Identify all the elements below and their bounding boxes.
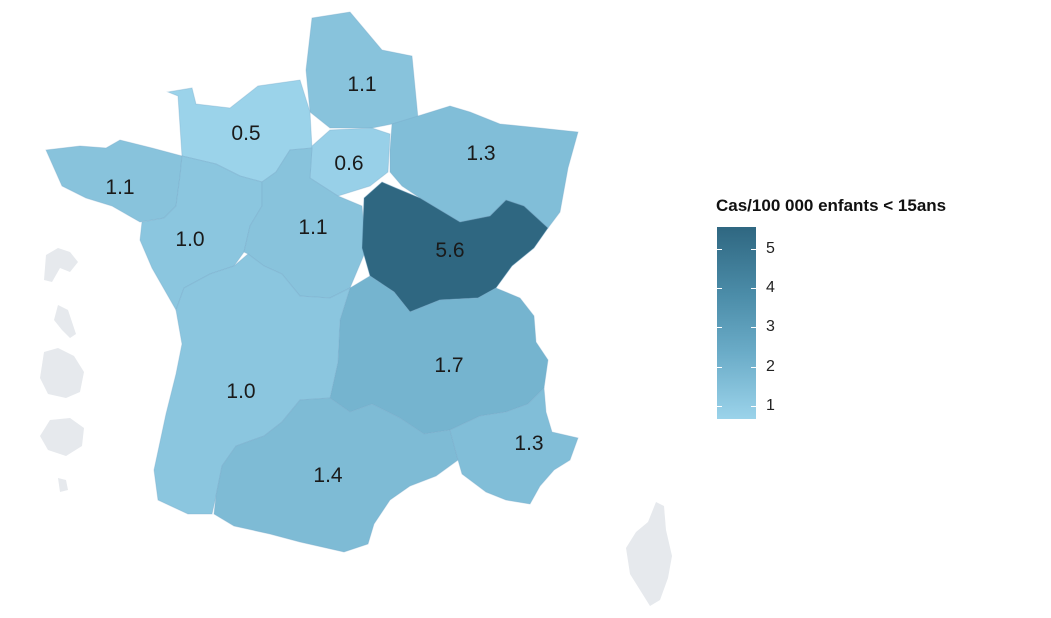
legend-tick-label: 2 (766, 358, 775, 375)
overseas-territory-martinique (54, 305, 76, 338)
legend-tick-label: 4 (766, 279, 775, 296)
label-nouvelle-aquitaine: 1.0 (226, 380, 255, 403)
legend-color-bar (717, 227, 756, 419)
legend-tick-label: 3 (766, 318, 775, 335)
label-occitanie: 1.4 (313, 464, 343, 487)
label-ile-de-france: 0.6 (334, 152, 363, 175)
region-provence-alpes-cote-dazur (449, 386, 579, 505)
color-legend: Cas/100 000 enfants < 15ans 5 4 3 2 1 (716, 196, 1046, 436)
overseas-territory-guyane (40, 348, 84, 398)
legend-tick-label: 5 (766, 240, 775, 257)
overseas-territory-mayotte (58, 478, 68, 492)
label-pays-de-la-loire: 1.0 (175, 228, 204, 251)
overseas-territory-reunion (40, 418, 84, 456)
legend-title: Cas/100 000 enfants < 15ans (716, 196, 947, 215)
label-auvergne-rhone-alpes: 1.7 (434, 354, 463, 377)
label-hauts-de-france: 1.1 (347, 73, 376, 96)
region-ile-de-france (309, 127, 391, 197)
label-bourgogne-franche-comte: 5.6 (435, 239, 464, 262)
corsica (626, 502, 672, 606)
label-centre-val-de-loire: 1.1 (298, 216, 327, 239)
label-bretagne: 1.1 (105, 176, 134, 199)
overseas-territory-guadeloupe (44, 248, 78, 282)
legend-tick-label: 1 (766, 397, 775, 414)
label-normandie: 0.5 (231, 122, 260, 145)
label-provence-alpes-cote-dazur: 1.3 (514, 432, 543, 455)
label-grand-est: 1.3 (466, 142, 495, 165)
region-hauts-de-france (305, 11, 419, 129)
region-occitanie (213, 397, 459, 553)
